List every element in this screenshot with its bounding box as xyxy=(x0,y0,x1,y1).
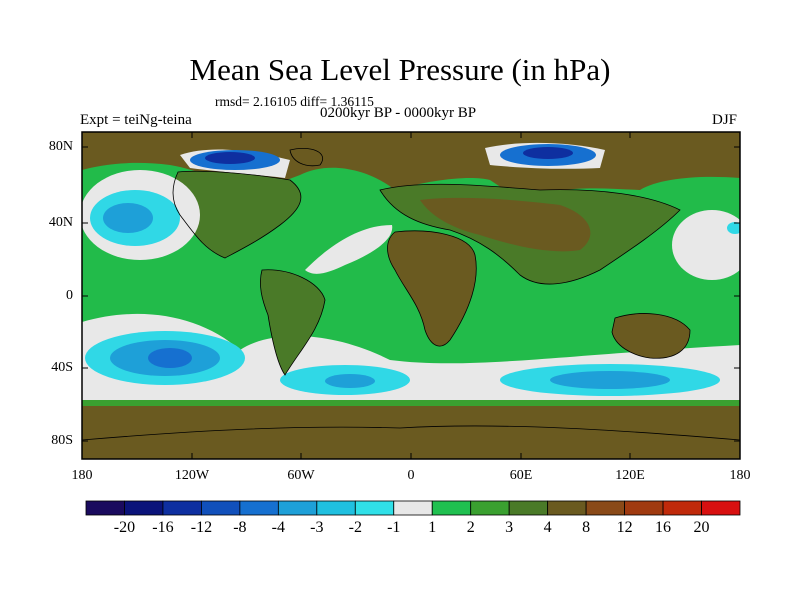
colorbar-swatch xyxy=(508,500,549,516)
colorbar-label: 2 xyxy=(466,519,475,536)
lat-label-40s: 40S xyxy=(51,360,73,375)
colorbar-swatch xyxy=(239,500,279,516)
lat-label-80s: 80S xyxy=(51,433,73,448)
lon-label-180e: 180 xyxy=(729,468,751,483)
colorbar-label: 8 xyxy=(582,519,591,536)
colorbar-swatch xyxy=(393,500,433,516)
colorbar-label: 16 xyxy=(655,519,672,536)
colorbar-swatch xyxy=(470,500,510,516)
lon-label-60w: 60W xyxy=(287,468,315,483)
colorbar-swatch xyxy=(316,500,356,516)
colorbar-label: -3 xyxy=(310,519,324,536)
axis-ticks xyxy=(82,132,740,459)
colorbar-swatch xyxy=(162,500,202,516)
colorbar-swatch xyxy=(585,500,625,516)
colorbar-label: -8 xyxy=(233,519,247,536)
colorbar-label: 4 xyxy=(543,519,552,536)
lon-label-0: 0 xyxy=(407,468,415,483)
colorbar-label: -4 xyxy=(271,519,285,536)
colorbar-swatch xyxy=(547,500,587,516)
experiment-label: Expt = teiNg-teina xyxy=(80,112,192,128)
colorbar-label: -12 xyxy=(190,519,213,536)
stats-text: rmsd= 2.16105 diff= 1.36115 xyxy=(215,94,374,109)
season-label: DJF xyxy=(712,112,738,128)
lon-label-60e: 60E xyxy=(509,468,533,483)
colorbar-label: -1 xyxy=(387,519,401,536)
lon-label-120e: 120E xyxy=(615,468,645,483)
colorbar-label: 12 xyxy=(616,519,633,536)
lat-label-80n: 80N xyxy=(48,139,73,154)
pressure-field xyxy=(82,132,740,459)
colorbar-swatch xyxy=(354,500,395,516)
colorbar-swatch xyxy=(624,500,664,516)
colorbar-label: -2 xyxy=(348,519,362,536)
coastlines xyxy=(81,148,741,441)
colorbar-label: 1 xyxy=(428,519,437,536)
colorbar-swatch xyxy=(701,500,741,516)
colorbar-swatch xyxy=(124,500,164,516)
colorbar-swatch xyxy=(662,500,702,516)
colorbar-swatch xyxy=(201,500,241,516)
lon-label-180w: 180 xyxy=(71,468,93,483)
map-title: Mean Sea Level Pressure (in hPa) xyxy=(189,52,611,87)
lat-label-0: 0 xyxy=(66,288,73,303)
lon-label-120w: 120W xyxy=(174,468,210,483)
colorbar-label: 3 xyxy=(505,519,514,536)
colorbar-swatch xyxy=(431,500,472,516)
period-text: 0200kyr BP - 0000kyr BP xyxy=(320,105,477,121)
colorbar xyxy=(85,500,741,516)
colorbar-swatch xyxy=(277,500,318,516)
colorbar-label: 20 xyxy=(693,519,710,536)
colorbar-label: -20 xyxy=(113,519,136,536)
colorbar-swatch xyxy=(85,500,125,516)
lat-label-40n: 40N xyxy=(48,215,73,230)
colorbar-label: -16 xyxy=(152,519,174,536)
